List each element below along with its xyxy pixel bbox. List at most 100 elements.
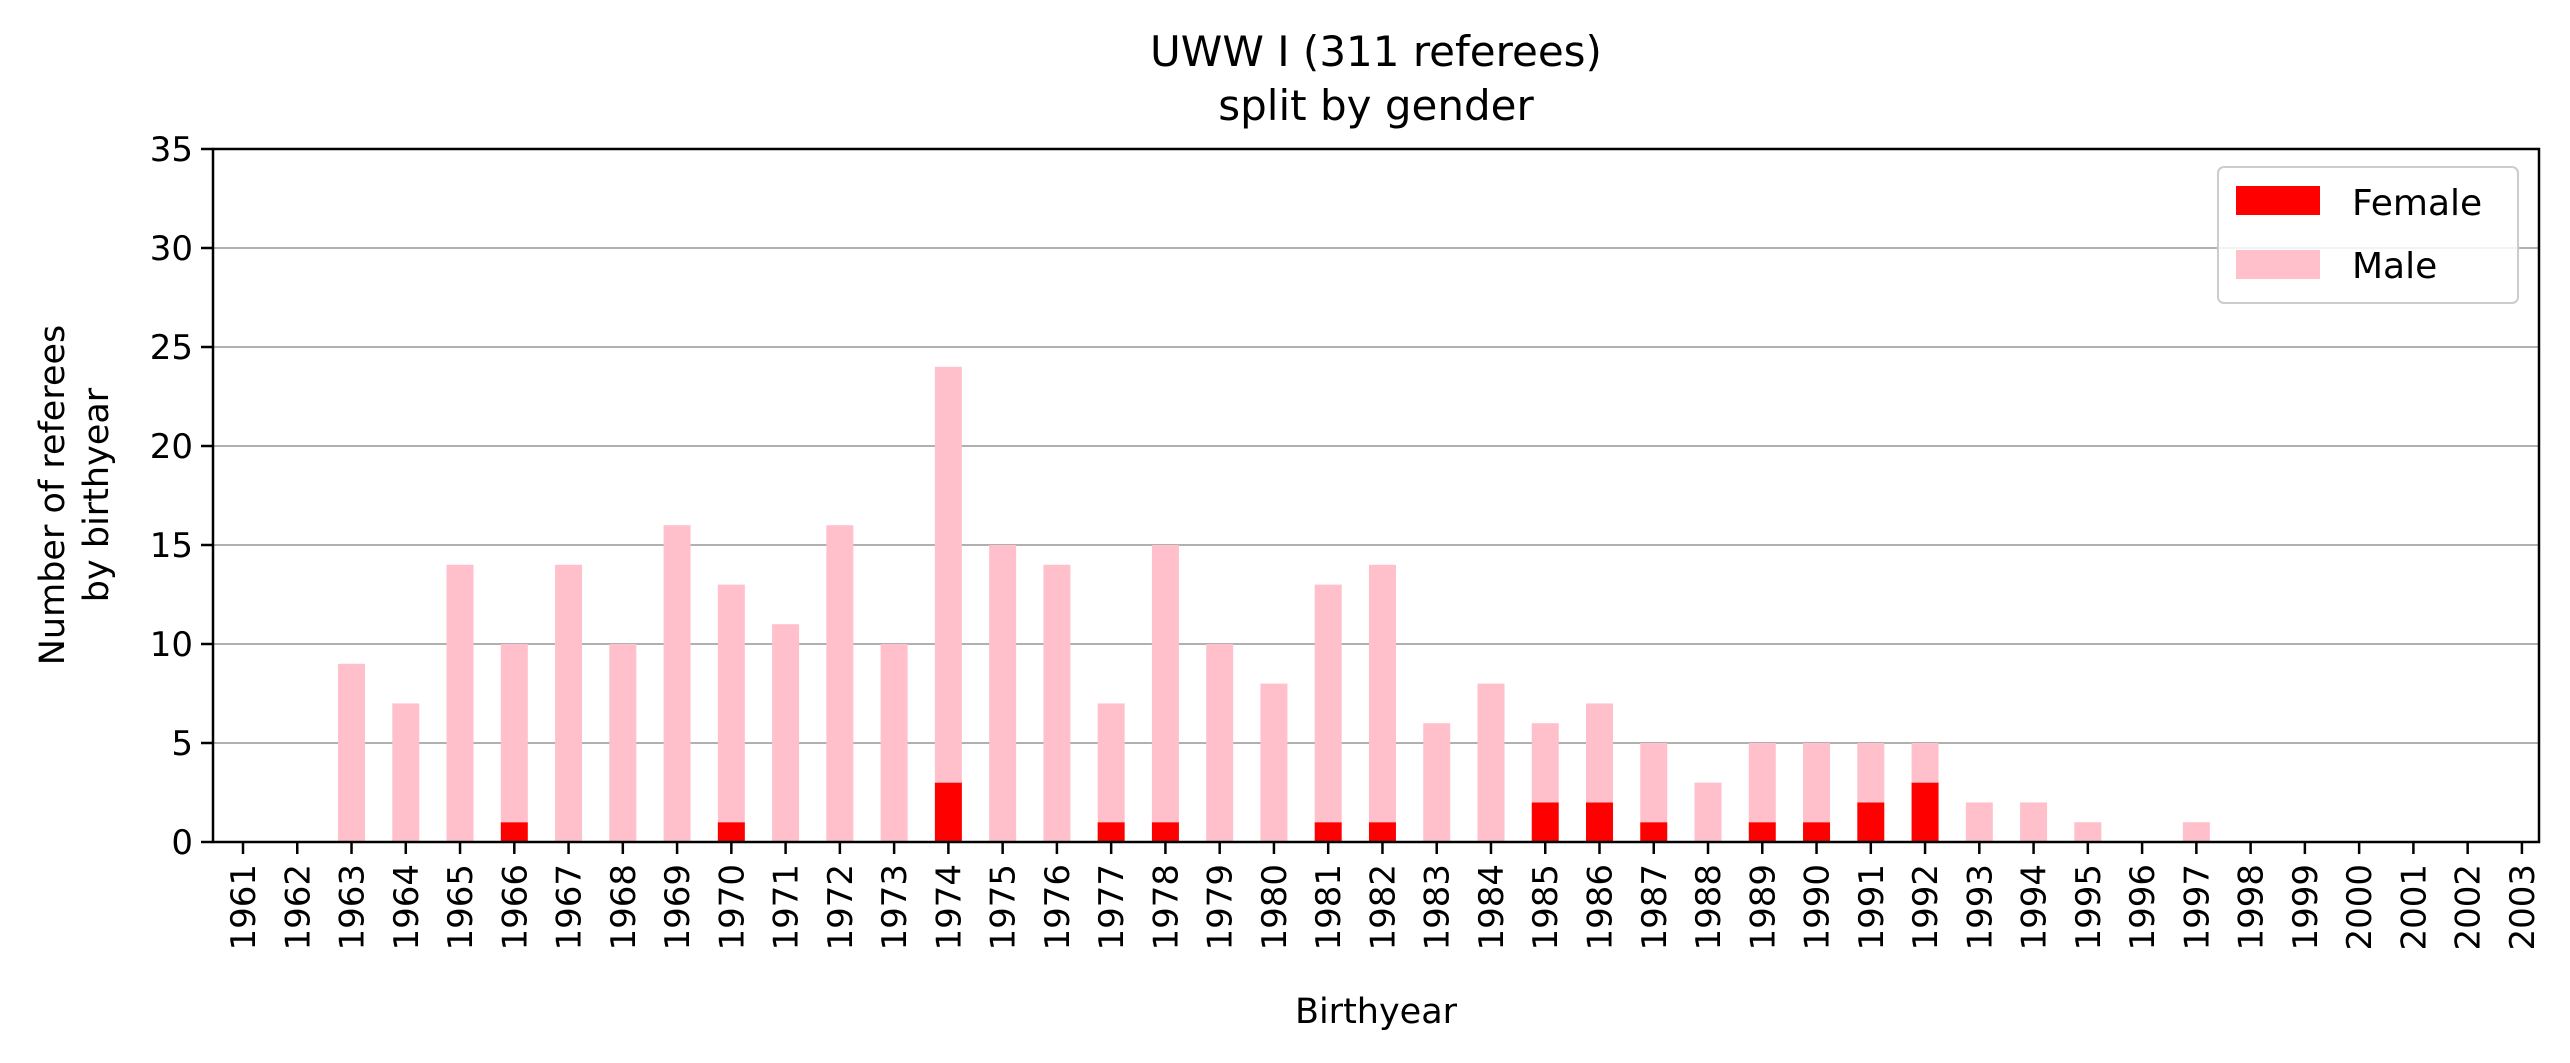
bar-female-1992 — [1911, 782, 1939, 842]
bar-male-1973 — [880, 644, 908, 842]
bar-male-1984 — [1477, 683, 1505, 842]
x-tick-label: 1986 — [1581, 864, 1621, 951]
x-axis-label: Birthyear — [1295, 992, 1458, 1032]
bar-male-1991 — [1857, 743, 1885, 803]
chart-title: UWW I (311 referees) — [1150, 27, 1602, 76]
bar-male-1974 — [934, 366, 962, 783]
bar-male-1982 — [1368, 564, 1396, 823]
bar-male-1990 — [1803, 743, 1831, 823]
legend-swatch-male — [2236, 250, 2320, 279]
bar-female-1977 — [1097, 822, 1125, 842]
bar-female-1982 — [1368, 822, 1396, 842]
bar-male-1988 — [1694, 782, 1722, 842]
legend-label-male: Male — [2352, 246, 2437, 287]
y-tick-label: 20 — [150, 427, 193, 467]
x-tick-label: 1968 — [604, 864, 644, 951]
bar-female-1987 — [1640, 822, 1668, 842]
x-tick-label: 1965 — [441, 864, 481, 951]
x-tick-label: 1984 — [1472, 864, 1512, 951]
y-axis: 0 5 10 15 20 25 30 35 — [150, 130, 213, 863]
bar-male-1992 — [1911, 743, 1939, 783]
bar-male-1981 — [1314, 584, 1342, 823]
bar-male-1978 — [1151, 545, 1179, 823]
x-tick-label: 1987 — [1635, 864, 1675, 951]
bar-female-1991 — [1857, 802, 1885, 842]
bar-male-1994 — [2020, 802, 2048, 842]
y-tick-label: 25 — [150, 328, 193, 368]
x-tick-label: 1990 — [1798, 864, 1838, 951]
x-tick-label: 1993 — [1960, 864, 2000, 951]
bar-male-1989 — [1748, 743, 1776, 823]
bar-male-1995 — [2074, 822, 2102, 842]
x-tick-label: 1972 — [821, 864, 861, 951]
y-tick-label: 10 — [150, 625, 193, 665]
x-tick-label: 1991 — [1852, 864, 1892, 951]
y-tick-label: 15 — [150, 526, 193, 566]
bar-female-1986 — [1586, 802, 1613, 842]
x-tick-label: 1992 — [1906, 864, 1946, 951]
bar-male-1975 — [989, 545, 1017, 842]
x-tick-label: 1966 — [495, 864, 535, 951]
bar-male-1966 — [500, 644, 528, 823]
legend-swatch-female — [2236, 186, 2320, 215]
gridlines — [213, 247, 2539, 744]
x-tick-label: 1978 — [1146, 864, 1186, 951]
x-tick-label: 1981 — [1309, 864, 1349, 951]
bar-male-1993 — [1965, 802, 1993, 842]
x-tick-label: 1964 — [387, 864, 427, 951]
x-tick-label: 1980 — [1255, 864, 1295, 951]
x-tick-label: 1979 — [1201, 864, 1241, 951]
chart-subtitle: split by gender — [1218, 81, 1534, 130]
x-tick-label: 1961 — [224, 864, 264, 951]
x-tick-label: 1994 — [2015, 864, 2055, 951]
x-tick-label: 1962 — [278, 864, 318, 951]
y-tick-label: 35 — [150, 130, 193, 170]
bar-female-1985 — [1531, 802, 1559, 842]
y-axis-label-line2: by birthyear — [77, 387, 117, 602]
bar-male-1979 — [1206, 644, 1234, 842]
x-tick-label: 1982 — [1363, 864, 1403, 951]
legend: Female Male — [2217, 166, 2519, 304]
bar-male-1971 — [772, 624, 800, 842]
plot-frame — [211, 147, 2541, 844]
x-tick-label: 1967 — [550, 864, 590, 951]
bar-male-1980 — [1260, 683, 1288, 842]
x-tick-label: 1998 — [2232, 864, 2272, 951]
x-tick-label: 2002 — [2449, 864, 2489, 951]
bar-female-1966 — [500, 822, 528, 842]
bar-male-1965 — [446, 564, 474, 842]
x-tick-label: 2000 — [2340, 864, 2380, 951]
bar-female-1981 — [1314, 822, 1342, 842]
bar-male-1977 — [1097, 703, 1125, 823]
y-axis-label: Number of referees by birthyear — [33, 325, 117, 666]
bar-male-1976 — [1043, 564, 1071, 842]
bar-male-1972 — [826, 525, 854, 842]
x-tick-label: 1975 — [984, 864, 1024, 951]
bar-male-1964 — [392, 703, 420, 842]
x-tick-label: 1963 — [333, 864, 373, 951]
x-tick-label: 1971 — [767, 864, 807, 951]
y-axis-label-line1: Number of referees — [33, 325, 73, 666]
y-tick-label: 5 — [171, 724, 193, 764]
bar-male-1987 — [1640, 743, 1668, 823]
x-tick-label: 1973 — [875, 864, 915, 951]
bar-female-1978 — [1151, 822, 1179, 842]
bars — [338, 366, 2210, 842]
legend-label-female: Female — [2352, 183, 2482, 224]
bar-male-1967 — [555, 564, 583, 842]
y-tick-label: 0 — [171, 823, 193, 863]
bar-male-1997 — [2182, 822, 2210, 842]
bar-male-1969 — [663, 525, 691, 842]
x-tick-label: 1995 — [2069, 864, 2109, 951]
x-tick-label: 1985 — [1526, 864, 1566, 951]
bar-female-1970 — [717, 822, 745, 842]
bar-female-1974 — [934, 782, 962, 842]
bar-male-1970 — [717, 584, 745, 823]
x-tick-label: 1989 — [1743, 864, 1783, 951]
x-tick-label: 1974 — [929, 864, 969, 951]
x-tick-label: 1996 — [2123, 864, 2163, 951]
x-tick-label: 1997 — [2177, 864, 2217, 951]
x-tick-label: 1969 — [658, 864, 698, 951]
bar-male-1985 — [1531, 723, 1559, 803]
